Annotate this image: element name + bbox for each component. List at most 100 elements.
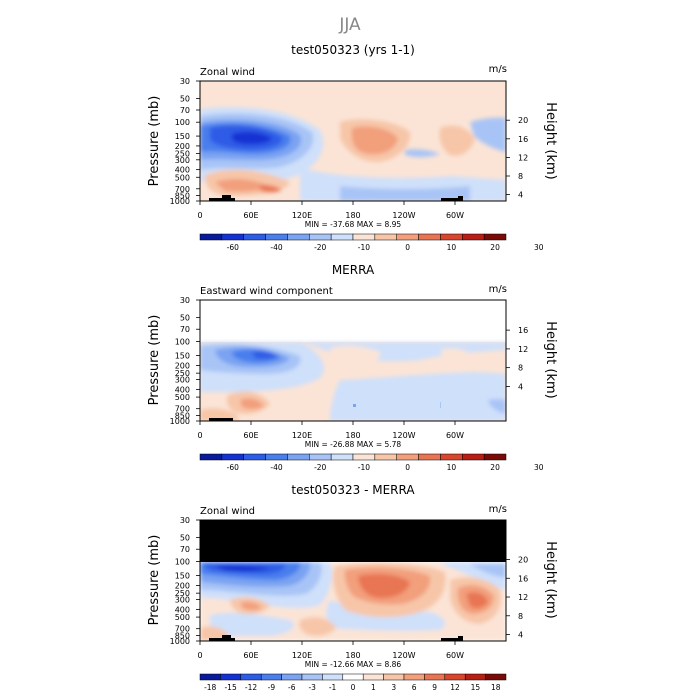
panel-units: m/s	[489, 284, 507, 295]
contour-field	[200, 520, 506, 641]
y-tick-label: 150	[175, 352, 190, 361]
colorbar-swatch	[464, 673, 486, 681]
colorbar-swatch	[342, 673, 364, 681]
colorbar-swatch	[260, 673, 282, 681]
y-right-tick-label: 4	[518, 382, 523, 391]
colorbar-swatch	[265, 233, 288, 241]
panel-units: m/s	[489, 504, 507, 515]
colorbar-label: -20	[314, 463, 326, 472]
colorbar-swatch	[199, 233, 223, 241]
y-right-tick-label: 16	[518, 135, 528, 144]
y-tick-label: 400	[175, 166, 190, 175]
season-title: JJA	[338, 15, 361, 35]
colorbar-label: 0	[351, 683, 356, 692]
colorbar-swatch	[418, 233, 441, 241]
y-tick-label: 700	[175, 625, 190, 634]
x-tick-label: 60W	[446, 211, 464, 220]
colorbar-swatch	[309, 453, 332, 461]
y-tick-label: 250	[175, 369, 190, 378]
y-right-tick-label: 4	[518, 191, 523, 200]
colorbar-label: -60	[227, 463, 239, 472]
colorbar-swatch	[462, 453, 485, 461]
x-tick-label: 60W	[446, 651, 464, 660]
y-right-tick-label: 16	[518, 326, 528, 335]
colorbar-label: 0	[405, 463, 410, 472]
y-tick-label: 30	[180, 77, 190, 86]
colorbar-swatch	[483, 453, 507, 461]
colorbar-swatch	[374, 453, 397, 461]
y-tick-label: 50	[180, 534, 190, 543]
colorbar-swatch	[403, 673, 425, 681]
panel-units: m/s	[489, 64, 507, 75]
colorbar-swatch	[220, 673, 242, 681]
panel-model: test050323 (yrs 1-1) Zonal wind m/s	[147, 43, 558, 252]
x-tick-label: 60E	[243, 211, 258, 220]
y-tick-label: 50	[180, 94, 190, 103]
y-right-tick-label: 12	[518, 593, 528, 602]
y-right-tick-label: 4	[518, 631, 523, 640]
colorbar: -18 -15 -12 -9 -6 -3 -1 0 1 3 6 9 12 15 18	[199, 673, 507, 692]
y-tick-label: 200	[175, 142, 190, 151]
y-tick-label: 150	[175, 132, 190, 141]
panel-title: test050323 - MERRA	[291, 483, 415, 497]
colorbar-swatch	[485, 673, 507, 681]
x-ticks: 0 60E 120E 180 120W 60W	[197, 641, 464, 660]
colorbar-label: 3	[391, 683, 396, 692]
colorbar-swatch	[199, 453, 223, 461]
colorbar-label: -1	[329, 683, 337, 692]
x-tick-label: 0	[197, 431, 202, 440]
colorbar-swatch	[383, 673, 405, 681]
colorbar-label: -12	[245, 683, 257, 692]
y-tick-label: 1000	[170, 197, 190, 206]
colorbar-label: -6	[288, 683, 296, 692]
y-tick-label: 700	[175, 405, 190, 414]
y-tick-label: 300	[175, 156, 190, 165]
y-axis-label: Pressure (mb)	[147, 315, 162, 406]
y-tick-label: 30	[180, 516, 190, 525]
colorbar-swatch	[243, 233, 266, 241]
y-right-tick-label: 12	[518, 153, 528, 162]
y-right-tick-label: 12	[518, 345, 528, 354]
x-tick-label: 0	[197, 211, 202, 220]
y-tick-label: 100	[175, 558, 190, 567]
y-tick-label: 30	[180, 296, 190, 305]
y-axis-label-right: Height (km)	[543, 102, 558, 179]
y-tick-label: 200	[175, 581, 190, 590]
y-tick-label: 1000	[170, 637, 190, 646]
y-tick-label: 700	[175, 185, 190, 194]
y-tick-label: 70	[180, 325, 190, 334]
y-right-tick-label: 20	[518, 116, 528, 125]
colorbar-swatch	[396, 233, 419, 241]
colorbar-swatch	[287, 233, 310, 241]
colorbar: -60 -40 -20 -10 0 10 20 30	[199, 453, 544, 472]
colorbar-swatch	[444, 673, 466, 681]
panel-subtitle-left: Eastward wind component	[200, 286, 333, 297]
y-right-tick-label: 20	[518, 556, 528, 565]
y-axis-label-right: Height (km)	[543, 541, 558, 618]
colorbar-label: 20	[490, 243, 500, 252]
y-tick-label: 1000	[170, 417, 190, 426]
colorbar-swatch	[240, 673, 262, 681]
panel-difference: test050323 - MERRA Zonal wind m/s	[147, 483, 558, 692]
y-tick-label: 100	[175, 338, 190, 347]
colorbar-swatch	[287, 453, 310, 461]
y-tick-label: 300	[175, 595, 190, 604]
colorbar-swatch	[322, 673, 344, 681]
y-tick-label: 850	[175, 631, 190, 640]
colorbar-label: 10	[447, 243, 457, 252]
x-tick-label: 180	[345, 431, 360, 440]
y-right-tick-label: 16	[518, 574, 528, 583]
colorbar-swatch	[374, 233, 397, 241]
colorbar-swatch	[483, 233, 507, 241]
colorbar-swatch	[309, 233, 332, 241]
panel-title: MERRA	[332, 263, 375, 277]
colorbar-label: 20	[490, 463, 500, 472]
colorbar-swatch	[418, 453, 441, 461]
y-tick-label: 400	[175, 385, 190, 394]
y-tick-label: 250	[175, 589, 190, 598]
x-tick-label: 120W	[392, 211, 415, 220]
x-tick-label: 0	[197, 651, 202, 660]
